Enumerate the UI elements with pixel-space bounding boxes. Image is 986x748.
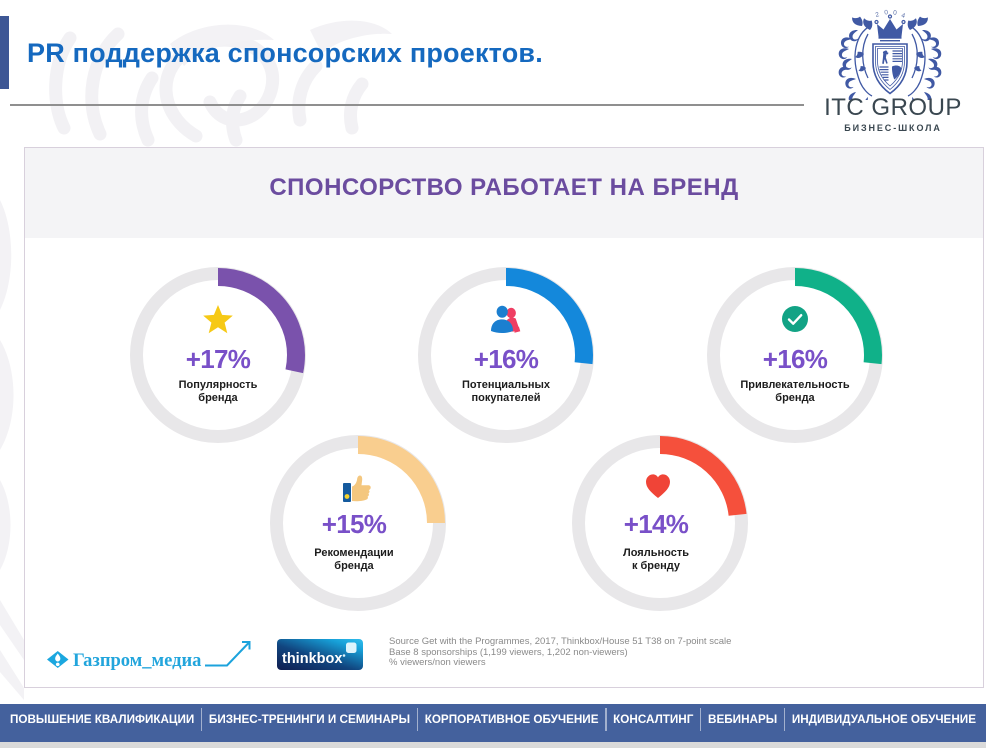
svg-text:2: 2 (875, 11, 881, 19)
svg-text:4: 4 (900, 12, 906, 20)
svg-text:0: 0 (893, 10, 898, 17)
svg-text:thinkbox: thinkbox (282, 651, 342, 667)
svg-text:0: 0 (884, 9, 889, 16)
svg-text:Газпром_медиа: Газпром_медиа (73, 651, 201, 671)
